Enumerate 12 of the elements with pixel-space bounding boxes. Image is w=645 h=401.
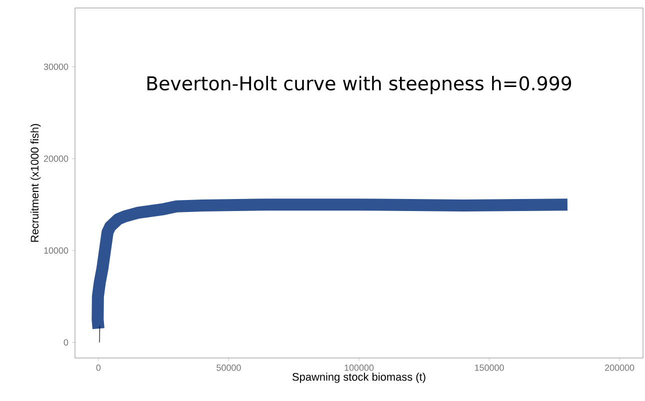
y-tick-label: 20000 (44, 155, 68, 162)
x-axis-title: Spawning stock biomass (t) (292, 372, 426, 383)
y-tick-label: 10000 (44, 247, 68, 254)
y-tick-label: 0 (64, 339, 68, 346)
x-tick-label: 100000 (344, 364, 374, 371)
x-tick-label: 0 (96, 364, 101, 371)
y-axis-title: Recruitment (x1000 fish) (30, 124, 41, 242)
x-tick-label: 150000 (475, 364, 504, 371)
text: Beverton-Holt curve with steepness h=0.999 (147, 76, 572, 94)
x-tick-label: 200000 (605, 364, 634, 371)
x-tick-label: 50000 (216, 364, 241, 371)
y-tick-label: 30000 (44, 64, 68, 70)
